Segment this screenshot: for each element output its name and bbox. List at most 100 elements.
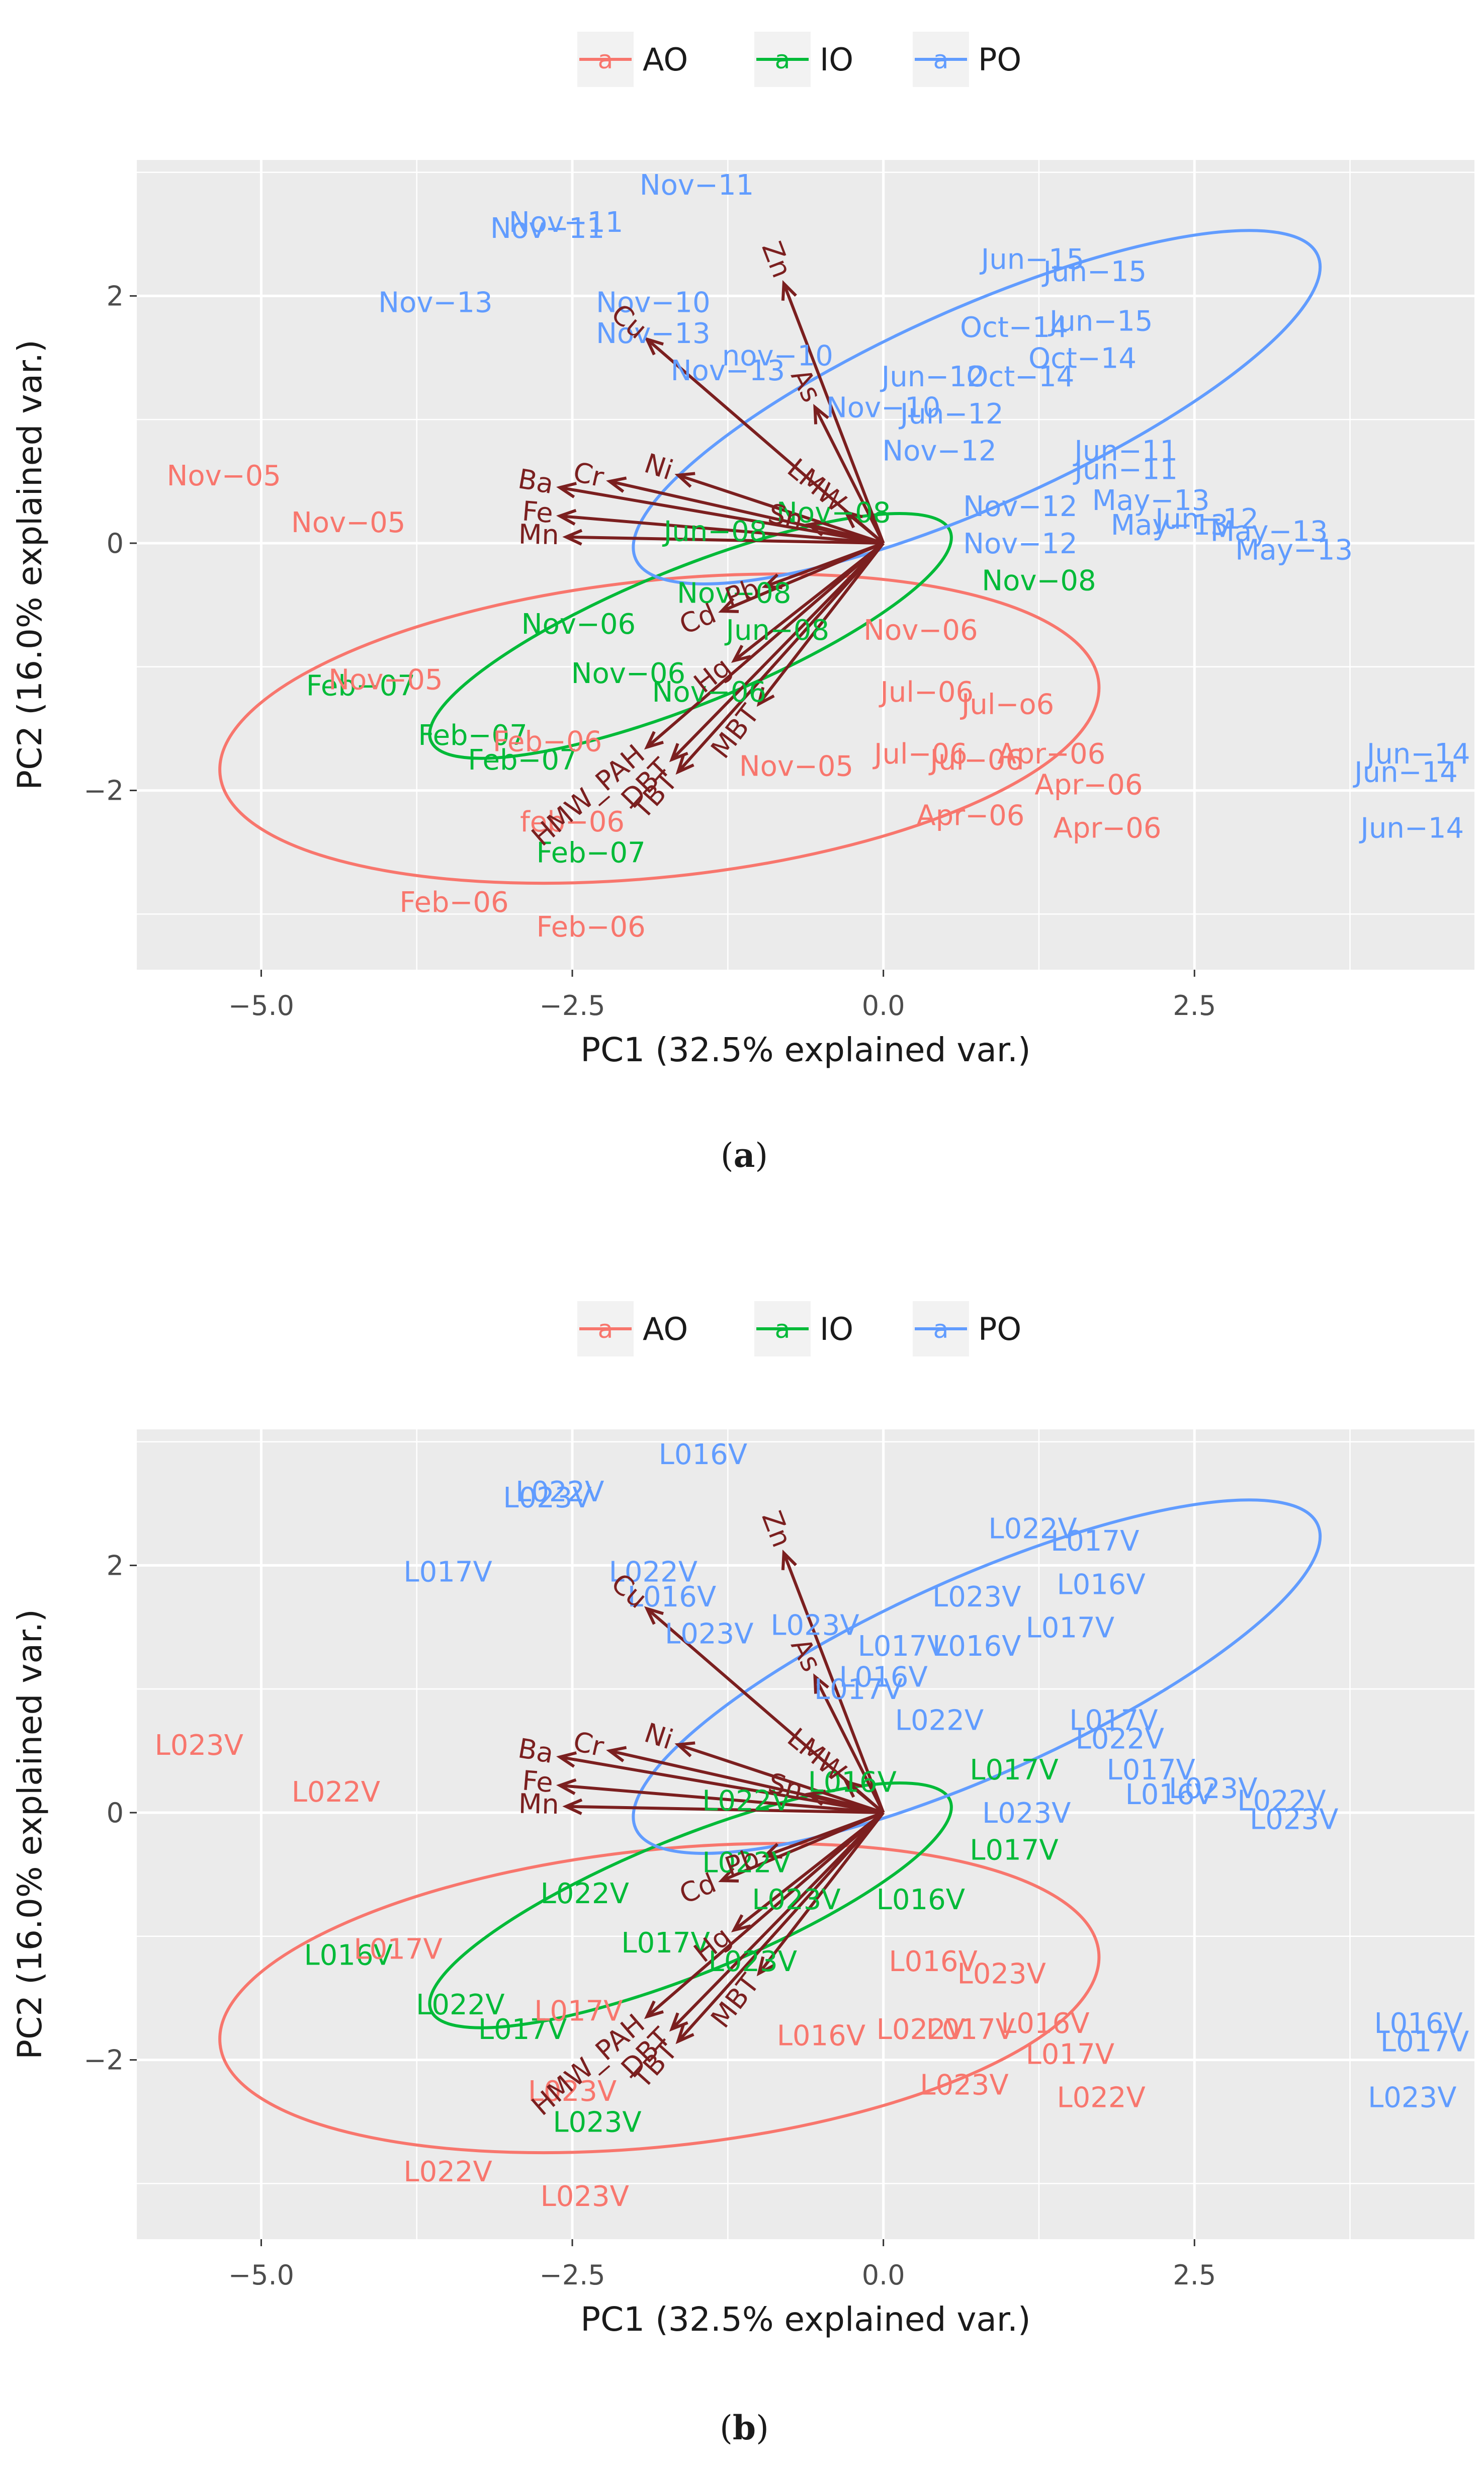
point-label: Apr−06	[1034, 769, 1143, 801]
point-label: Jul−06	[879, 676, 974, 709]
point-label: L023V	[1368, 2081, 1456, 2114]
point-label: L023V	[541, 2180, 629, 2213]
point-label: L022V	[609, 1556, 697, 1589]
point-label: Nov−13	[596, 317, 710, 350]
x-tick-label: −2.5	[539, 990, 605, 1022]
loading-arrowhead	[644, 1606, 664, 1625]
point-label: Nov−06	[652, 676, 766, 709]
axes: −5.0 −2.5 0.0 2.5 −2 0 2 PC1 (32.5% explained v…	[11, 1550, 1216, 2339]
point-label: L023V	[770, 1609, 859, 1642]
point-label: Nov−08	[677, 577, 791, 610]
loading-arrow	[813, 1676, 885, 1814]
loading-arrowhead	[675, 755, 694, 775]
loading-arrowhead	[644, 336, 664, 356]
point-label: L023V	[932, 1581, 1021, 1613]
loading-arrowhead	[556, 1778, 577, 1795]
point-label: Feb−06	[493, 725, 602, 758]
loading-arrow	[782, 1552, 885, 1814]
point-label: Jun−12	[1154, 503, 1259, 536]
point-label: L016V	[1001, 2007, 1089, 2040]
point-label: L022V	[877, 2013, 965, 2046]
loading-arrowhead	[556, 482, 577, 498]
x-axis-label: PC1 (32.5% explained var.)	[580, 2300, 1030, 2339]
x-tick-label: 2.5	[1173, 2259, 1216, 2291]
x-tick-label: 0.0	[862, 990, 905, 1022]
ellipse-po	[632, 229, 1322, 585]
point-label: L023V	[528, 2075, 617, 2108]
loading-label: Cr	[570, 456, 607, 493]
point-label: Oct−14	[960, 311, 1068, 344]
loading-arrowhead	[606, 476, 627, 493]
loading-arrow	[782, 283, 885, 544]
point-label: Feb−06	[536, 911, 645, 944]
point-label: Nov−10	[596, 287, 710, 319]
legend-key-glyph: a	[775, 45, 791, 74]
loading-arrowhead	[644, 2000, 664, 2019]
point-label: L023V	[920, 2069, 1008, 2102]
loading-arrowhead	[756, 687, 775, 707]
point-label: Jun−08	[724, 614, 829, 647]
x-tick-label: 0.0	[862, 2259, 905, 2291]
loading-arrow	[677, 1811, 885, 2043]
caption-close: )	[755, 1136, 768, 1175]
point-label: L017V	[1026, 1611, 1114, 1644]
legend-key-glyph: a	[933, 45, 949, 74]
point-label: L016V	[839, 1661, 927, 1694]
point-label: Apr−06	[916, 800, 1024, 832]
point-label: L023V	[155, 1729, 243, 1762]
point-label: Oct−14	[966, 361, 1074, 393]
loading-arrow	[560, 1783, 884, 1814]
point-label: Nov−08	[776, 497, 891, 530]
loading-label: Mn	[518, 1788, 559, 1820]
loading-arrowhead	[556, 1751, 577, 1768]
loading-arrow	[646, 542, 885, 748]
point-label: Nov−12	[963, 528, 1077, 560]
point-label: Nov−11	[640, 169, 754, 202]
loading-arrow	[646, 1607, 885, 1814]
legend-label: PO	[978, 41, 1021, 78]
point-label: May−13	[1210, 515, 1328, 548]
point-label: L017V	[926, 2013, 1015, 2046]
y-axis-label: PC2 (16.0% explained var.)	[11, 1609, 49, 2059]
point-label: L023V	[752, 1884, 840, 1916]
point-label: L017V	[970, 1834, 1058, 1867]
loading-label: Cr	[570, 1725, 607, 1763]
loading-arrowhead	[644, 731, 664, 750]
point-label: Jun−12	[880, 361, 985, 393]
point-label: Jun−08	[662, 515, 767, 548]
point-label: L022V	[1076, 1723, 1164, 1756]
point-label: L022V	[1237, 1784, 1326, 1817]
loading-label: Fe	[521, 1764, 554, 1799]
loading-arrow	[757, 542, 885, 705]
point-label: L016V	[628, 1581, 716, 1613]
x-tick-label: −5.0	[228, 990, 294, 1022]
loading-arrowhead	[813, 1673, 829, 1694]
point-label: Jun−11	[1073, 454, 1178, 486]
point-label: L022V	[702, 1846, 791, 1879]
point-label: L016V	[932, 1630, 1021, 1663]
point-label: L022V	[403, 2156, 492, 2188]
panel-a: a AO a IO a PO −5.0 −2.5 0.0 2.5 −2 0 2 PC1 (32.5% ex…	[11, 32, 1474, 1175]
loading-arrow	[721, 1811, 884, 1882]
point-label: Nov−13	[671, 355, 785, 387]
point-label: Nov−11	[509, 206, 623, 239]
point-label: Nov−10	[826, 392, 940, 424]
point-label: May−13	[1235, 534, 1353, 566]
point-label: Nov−05	[328, 663, 443, 696]
loading-arrowhead	[781, 1549, 797, 1570]
point-label: L017V	[1106, 1754, 1195, 1787]
loading-arrow	[670, 542, 885, 761]
grid	[137, 160, 1474, 970]
loading-arrow	[721, 542, 884, 613]
point-label: Jun−14	[1353, 756, 1458, 789]
loading-arrowhead	[813, 404, 829, 424]
point-label: L023V	[553, 2106, 641, 2139]
loading-arrow	[677, 1743, 884, 1814]
point-label: Jul−06	[872, 738, 968, 771]
point-label: Feb−07	[306, 670, 415, 703]
point-label: Jul−o6	[960, 689, 1054, 721]
point-label: Nov−08	[982, 565, 1096, 598]
legend-label: PO	[978, 1311, 1021, 1347]
point-label: Oct−14	[1028, 342, 1137, 375]
